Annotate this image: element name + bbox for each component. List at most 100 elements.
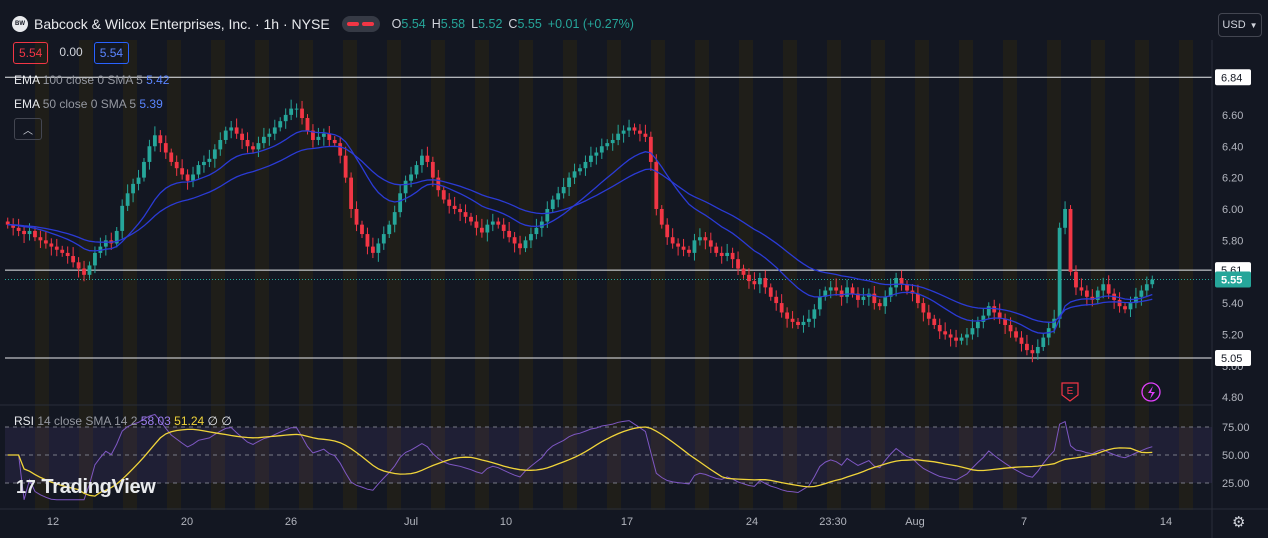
candle-body — [327, 133, 332, 140]
candle-body — [27, 230, 32, 235]
candle-body — [441, 190, 446, 200]
session-band — [123, 40, 137, 510]
candle-body — [376, 243, 381, 253]
candle-body — [932, 318, 937, 326]
candle-body — [997, 312, 1002, 319]
candle-body — [43, 240, 48, 244]
candle-body — [349, 177, 353, 209]
candle-body — [142, 161, 146, 178]
candle-body — [676, 243, 681, 247]
candle-body — [1079, 287, 1084, 291]
indicator-legend-ema50[interactable]: EMA 50 close 0 SMA 5 5.39 — [14, 97, 163, 111]
candle-body — [398, 193, 403, 213]
candle-body — [965, 334, 969, 338]
candle-body — [381, 234, 386, 244]
time-tick-label: 10 — [500, 516, 512, 528]
candle-body — [861, 296, 866, 300]
candle-body — [687, 249, 691, 253]
price-tick-label: 5.20 — [1222, 329, 1243, 341]
candle-body — [343, 155, 348, 178]
candle-body — [425, 155, 430, 162]
candle-body — [392, 212, 397, 225]
candle-body — [1117, 299, 1122, 307]
candle-body — [185, 174, 190, 181]
session-band — [387, 40, 401, 510]
session-band — [1179, 40, 1193, 510]
session-band — [1091, 40, 1105, 510]
currency-button[interactable]: USD ▼ — [1218, 13, 1262, 37]
session-band — [1003, 40, 1017, 510]
candle-body — [981, 315, 986, 322]
candle-body — [196, 165, 201, 175]
candle-body — [719, 252, 724, 257]
candle-body — [436, 177, 441, 191]
gear-icon[interactable]: ⚙ — [1232, 514, 1246, 531]
time-axis[interactable]: 12 20 26 Jul 10 17 24 23:30 Aug 7 14 — [0, 508, 1268, 528]
candle-body — [463, 212, 468, 217]
candle-body — [245, 139, 250, 147]
candle-body — [921, 303, 926, 313]
candle-body — [534, 227, 539, 235]
session-band — [871, 40, 885, 510]
candle-body — [970, 328, 975, 335]
candle-body — [414, 165, 419, 175]
candle-body — [807, 318, 811, 322]
candle-body — [267, 133, 272, 137]
candle-body — [747, 274, 751, 282]
session-band — [519, 40, 533, 510]
horizontal-line-label-box — [1215, 349, 1251, 366]
candle-body — [894, 277, 899, 288]
candle-body — [223, 130, 228, 140]
ema-100-line — [7, 145, 1153, 323]
price-tick-label: 5.40 — [1222, 298, 1243, 310]
candle-body — [207, 158, 212, 162]
rsi-legend[interactable]: RSI 14 close SMA 14 2 58.03 51.24 ∅ ∅ — [14, 414, 232, 428]
candle-body — [272, 127, 277, 134]
candle-body — [458, 208, 463, 213]
spread-box: 0.00 — [59, 45, 83, 59]
sell-price-box[interactable]: 5.54 — [13, 42, 49, 64]
candle-body — [937, 325, 942, 332]
candle-body — [38, 237, 43, 241]
candle-body — [599, 146, 604, 153]
candle-body — [512, 237, 517, 244]
candle-body — [430, 161, 435, 178]
candle-body — [916, 293, 920, 304]
candle-body — [518, 243, 522, 249]
candle-body — [616, 133, 621, 140]
indicator-legend-ema100[interactable]: EMA 100 close 0 SMA 5 5.42 — [14, 73, 170, 87]
time-tick-label: 17 — [621, 516, 633, 528]
candle-body — [627, 127, 631, 131]
candle-body — [76, 262, 81, 269]
candle-body — [561, 187, 566, 194]
candle-body — [567, 177, 572, 188]
candle-body — [523, 240, 528, 249]
price-tick-label: 6.40 — [1222, 141, 1243, 153]
market-status-pill[interactable] — [341, 16, 380, 32]
candle-body — [796, 321, 800, 326]
symbol-title[interactable]: Babcock & Wilcox Enterprises, Inc. · 1h … — [34, 16, 330, 32]
candle-body — [1101, 284, 1106, 291]
price-axis[interactable]: 6.606.406.206.005.805.405.205.004.806.84… — [1211, 40, 1251, 538]
session-band — [79, 40, 93, 510]
collapse-legend-button[interactable]: ︿ — [14, 118, 42, 140]
candle-body — [845, 287, 849, 297]
trade-boxes: 5.54 0.00 5.54 — [13, 42, 130, 64]
candle-body — [578, 168, 582, 172]
session-band — [255, 40, 269, 510]
candle-body — [136, 177, 141, 184]
candle-body — [823, 290, 828, 297]
buy-price-box[interactable]: 5.54 — [93, 42, 130, 64]
earnings-marker — [1061, 382, 1079, 402]
session-band — [1135, 40, 1149, 510]
session-band — [299, 40, 313, 510]
candle-body — [1063, 208, 1067, 228]
candle-body — [152, 135, 157, 147]
candle-body — [1019, 337, 1024, 344]
time-tick-label: 26 — [285, 516, 297, 528]
candle-body — [180, 168, 185, 175]
candle-body — [594, 152, 599, 156]
time-tick-label: 23:30 — [819, 516, 847, 528]
candle-body — [507, 230, 512, 238]
